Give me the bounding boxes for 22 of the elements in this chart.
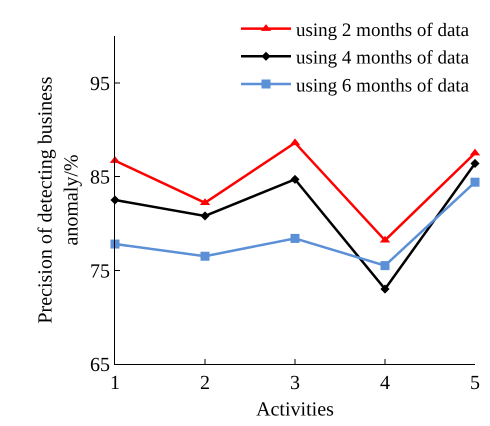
x-axis-title: Activities [256,398,334,420]
x-tick-label: 5 [470,372,480,394]
point [290,234,300,243]
point [380,261,390,270]
legend-label: using 6 months of data [296,75,470,96]
x-tick-label: 1 [110,372,120,394]
point [200,252,210,261]
x-tick-label: 3 [290,372,300,394]
point [200,211,210,220]
point [380,284,390,294]
legend-label: using 2 months of data [296,20,470,42]
point [290,174,300,184]
point [470,158,480,168]
legend-label: using 4 months of data [296,48,470,69]
y-tick-label: 95 [90,72,110,95]
y-tick-label: 85 [90,166,110,189]
y-axis-title: Precision of detecting business anomaly/% [34,76,82,324]
y-tick-label: 75 [90,260,110,282]
x-tick-label: 4 [380,372,390,394]
x-tick-label: 2 [200,372,210,394]
y-tick-label: 65 [90,354,110,376]
point [470,178,480,187]
